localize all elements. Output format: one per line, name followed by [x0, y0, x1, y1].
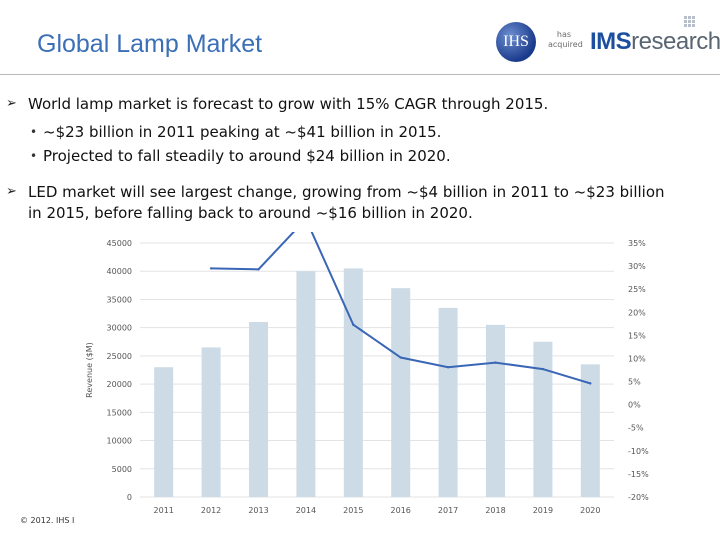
slide-title: Global Lamp Market — [37, 30, 263, 58]
line-point — [446, 366, 450, 369]
y2-tick-label: -10% — [628, 447, 649, 456]
bar — [438, 307, 458, 497]
y2-tick-label: 35% — [628, 239, 646, 248]
lamp-market-chart: 0 5000 10000 15000 20000 25000 30000 35000 40000… — [85, 232, 649, 515]
y-tick-label: 10000 — [107, 437, 132, 446]
y2-tick-label: -15% — [628, 470, 649, 479]
ims-research-logo: IMSresearch — [590, 28, 720, 56]
y2-tick-label: 20% — [628, 308, 646, 317]
x-tick-label: 2017 — [438, 506, 458, 515]
bar — [154, 367, 174, 497]
y-tick-label: 15000 — [107, 408, 132, 417]
x-tick-label: 2011 — [154, 506, 174, 515]
arrow-bullet-icon: ➢ — [6, 184, 17, 199]
bullet-2-text-line1: LED market will see largest change, grow… — [28, 183, 665, 201]
line-point — [589, 382, 592, 385]
line-point — [257, 268, 260, 271]
y-tick-label: 0 — [127, 493, 132, 502]
y-tick-label: 40000 — [107, 267, 132, 276]
dot-bullet-icon: • — [30, 125, 38, 139]
dot-grid-icon — [684, 16, 698, 30]
acquired-text: has acquired — [548, 30, 583, 49]
y2-tick-label: 30% — [628, 262, 646, 271]
dot-bullet-icon: • — [30, 149, 38, 163]
y2-tick-label: 10% — [628, 354, 646, 363]
ims-logo-light: research — [631, 28, 720, 55]
y2-tick-label: 15% — [628, 331, 646, 340]
x-tick-label: 2014 — [296, 506, 316, 515]
y-tick-label: 5000 — [112, 465, 132, 474]
y-tick-label: 35000 — [107, 295, 132, 304]
sub-bullet-2-text: Projected to fall steadily to around $24… — [43, 147, 451, 165]
x-tick-label: 2018 — [485, 506, 505, 515]
y2-tick-label: 0% — [628, 401, 641, 410]
header-divider — [0, 74, 720, 75]
line-point — [209, 267, 213, 270]
sub-bullet-1-text: ~$23 billion in 2011 peaking at ~$41 bil… — [43, 123, 442, 141]
x-tick-label: 2013 — [248, 506, 268, 515]
line-point — [494, 361, 497, 364]
x-tick-label: 2016 — [391, 506, 411, 515]
y-axis-label: Revenue ($M) — [85, 342, 94, 398]
y2-tick-label: 5% — [628, 378, 641, 387]
y2-tick-label: -20% — [628, 493, 649, 502]
y-tick-label: 45000 — [107, 239, 132, 248]
x-tick-label: 2012 — [201, 506, 221, 515]
bar — [533, 341, 553, 497]
bullet-2-text-line2: in 2015, before falling back to around ~… — [28, 204, 473, 222]
bullet-1-text: World lamp market is forecast to grow wi… — [28, 95, 549, 113]
bar — [296, 271, 316, 497]
bar — [580, 364, 600, 497]
line-point — [352, 323, 355, 326]
bar — [249, 322, 268, 497]
bar — [343, 268, 363, 497]
x-tick-label: 2020 — [580, 506, 600, 515]
y-tick-label: 20000 — [107, 380, 132, 389]
bar — [391, 288, 411, 497]
ims-logo-bold: IMS — [590, 28, 632, 55]
bar — [201, 347, 221, 497]
bar — [486, 324, 505, 497]
ihs-logo: IHS — [496, 22, 536, 62]
x-tick-label: 2015 — [343, 506, 363, 515]
y2-tick-label: -5% — [628, 424, 644, 433]
logo-area: IHS has acquired IMSresearch — [492, 16, 720, 66]
y2-tick-label: 25% — [628, 285, 646, 294]
y-tick-label: 25000 — [107, 352, 132, 361]
y-tick-label: 30000 — [107, 324, 132, 333]
line-point — [541, 367, 545, 371]
copyright-text: © 2012. IHS I — [20, 516, 75, 525]
arrow-bullet-icon: ➢ — [6, 96, 17, 111]
x-tick-label: 2019 — [533, 506, 553, 515]
line-point — [399, 356, 402, 359]
